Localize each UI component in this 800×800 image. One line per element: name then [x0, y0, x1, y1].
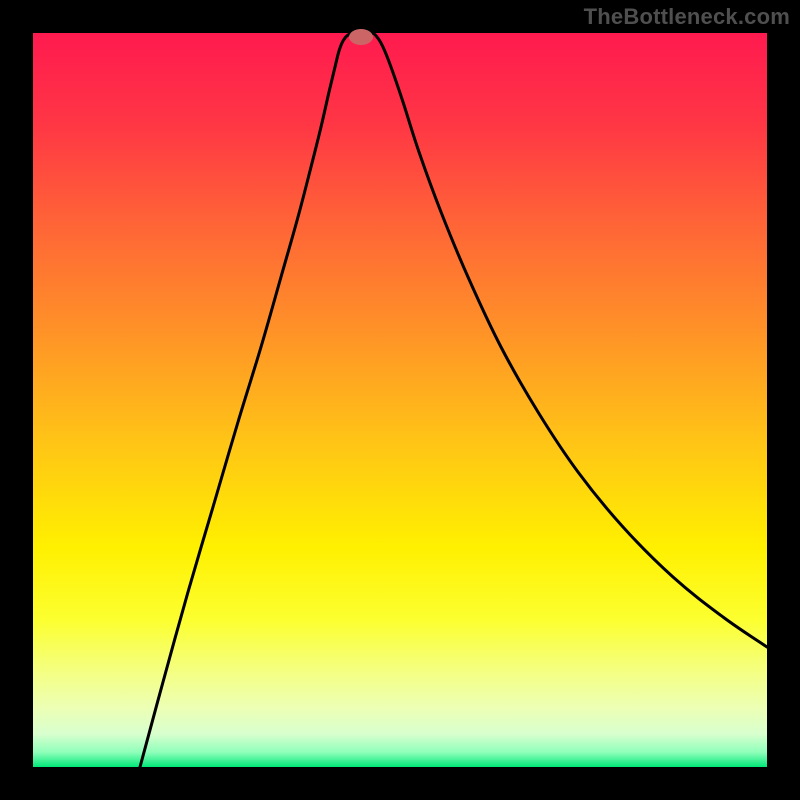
plot-area [33, 33, 767, 767]
watermark-text: TheBottleneck.com [584, 4, 790, 30]
chart-container: TheBottleneck.com [0, 0, 800, 800]
optimum-marker [349, 29, 373, 45]
bottleneck-chart [0, 0, 800, 800]
